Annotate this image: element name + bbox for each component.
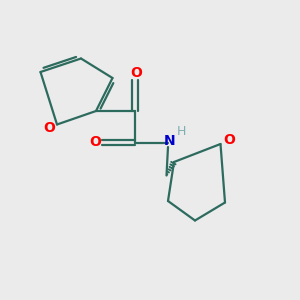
Text: O: O [223,134,235,147]
Text: O: O [130,66,142,80]
Text: O: O [44,121,56,134]
Text: N: N [164,134,175,148]
Text: O: O [89,136,101,149]
Text: H: H [177,124,186,138]
